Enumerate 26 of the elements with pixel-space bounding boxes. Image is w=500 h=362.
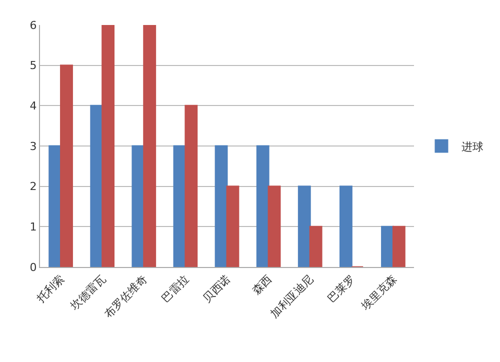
bar xyxy=(60,64,73,267)
bar xyxy=(309,226,322,267)
legend-label: 进球 xyxy=(461,140,484,154)
y-tick-label: 6 xyxy=(30,18,37,32)
y-tick-label: 2 xyxy=(30,180,37,194)
x-tick-label: 巴莱罗 xyxy=(325,272,358,306)
bar xyxy=(392,226,406,267)
x-tick-label: 森西 xyxy=(250,272,275,298)
bar xyxy=(298,186,311,267)
bar xyxy=(143,25,156,267)
bar xyxy=(184,104,198,267)
y-tick-label: 5 xyxy=(30,59,37,72)
bar xyxy=(226,186,240,267)
x-tick-label: 巴雷拉 xyxy=(158,272,192,306)
y-tick-label: 4 xyxy=(30,100,37,113)
y-tick-label: 3 xyxy=(30,140,37,153)
x-tick-label: 贝西诺 xyxy=(200,272,234,306)
y-tick-label: 0 xyxy=(30,260,37,274)
x-tick-label: 托利索 xyxy=(34,272,67,306)
bar xyxy=(268,186,281,267)
y-tick-label: 1 xyxy=(30,220,37,234)
bar xyxy=(214,145,228,267)
bar xyxy=(102,25,115,267)
bar xyxy=(339,186,352,267)
x-tick-label: 埃里克森 xyxy=(358,272,400,314)
bar xyxy=(256,145,270,267)
